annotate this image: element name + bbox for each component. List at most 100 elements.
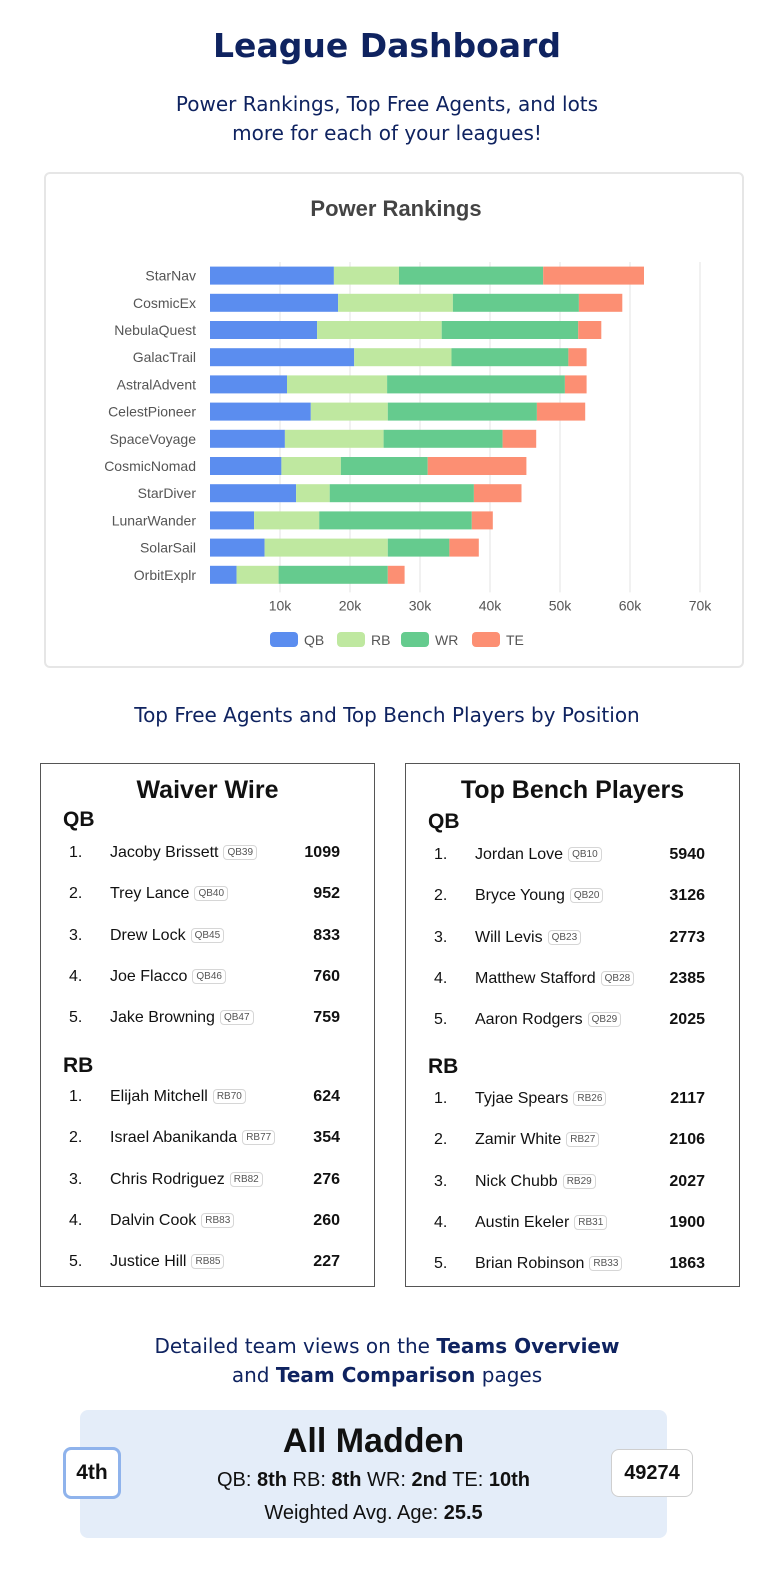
bench-qb-player-row[interactable]: 3. Will Levis QB23 2773	[406, 925, 739, 951]
player-name[interactable]: Jordan Love	[475, 846, 564, 863]
bench-rb-player-row[interactable]: 5. Brian Robinson RB33 1863	[406, 1251, 739, 1277]
player-name[interactable]: Brian Robinson	[475, 1255, 585, 1273]
bar-qb-stardiver[interactable]	[210, 484, 297, 503]
team-summary-card[interactable]: All Madden QB: 8th RB: 8th WR: 2nd TE: 1…	[80, 1410, 667, 1538]
player-name[interactable]: Bryce Young	[475, 887, 565, 905]
legend-swatch-rb[interactable]	[337, 632, 365, 647]
waiver-rb-player-row[interactable]: 1. Elijah Mitchell RB70 624	[41, 1084, 374, 1110]
bar-wr-celestpioneer[interactable]	[387, 402, 537, 421]
bar-rb-starnav[interactable]	[333, 266, 399, 285]
player-name[interactable]: Justice Hill	[110, 1253, 187, 1271]
bar-qb-orbitexplr[interactable]	[210, 565, 237, 584]
bar-rb-lunarwander[interactable]	[254, 511, 320, 530]
player-name[interactable]: Tyjae Spears	[475, 1090, 569, 1107]
player-name[interactable]: Jake Browning	[110, 1009, 215, 1027]
bench-rb-player-row[interactable]: 1. Tyjae Spears RB26 2117	[406, 1086, 739, 1112]
bar-te-nebulaquest[interactable]	[578, 321, 602, 339]
player-name[interactable]: Trey Lance	[110, 885, 190, 903]
legend-swatch-te[interactable]	[472, 632, 500, 647]
bar-wr-solarsail[interactable]	[387, 538, 450, 557]
waiver-qb-player-row[interactable]: 1. Jacoby Brissett QB39 1099	[41, 840, 374, 866]
bar-rb-cosmicex[interactable]	[338, 293, 453, 312]
waiver-rb-player-row[interactable]: 2. Israel Abanikanda RB77 354	[41, 1125, 374, 1151]
bench-rb-player-row[interactable]: 4. Austin Ekeler RB31 1900	[406, 1210, 739, 1236]
bench-rb-player-row[interactable]: 2. Zamir White RB27 2106	[406, 1127, 739, 1153]
bar-rb-spacevoyage[interactable]	[284, 429, 384, 448]
bar-wr-cosmicex[interactable]	[452, 293, 579, 312]
waiver-qb-player-row[interactable]: 3. Drew Lock QB45 833	[41, 923, 374, 949]
teams-overview-link[interactable]: Teams Overview	[436, 1334, 620, 1358]
waiver-qb-player-row[interactable]: 5. Jake Browning QB47 759	[41, 1005, 374, 1031]
player-name[interactable]: Elijah Mitchell	[110, 1088, 208, 1105]
bar-rb-celestpioneer[interactable]	[310, 402, 388, 421]
bar-wr-lunarwander[interactable]	[319, 511, 472, 530]
legend-label-qb[interactable]: QB	[304, 632, 324, 648]
player-name[interactable]: Matthew Stafford	[475, 969, 596, 987]
bar-rb-stardiver[interactable]	[296, 484, 330, 503]
bar-wr-galactrail[interactable]	[451, 348, 569, 367]
bar-rb-astraladvent[interactable]	[287, 375, 388, 394]
player-name[interactable]: Chris Rodriguez	[110, 1170, 225, 1188]
waiver-qb-player-row[interactable]: 2. Trey Lance QB40 952	[41, 881, 374, 907]
team-comparison-link[interactable]: Team Comparison	[275, 1363, 476, 1387]
player-name[interactable]: Will Levis	[475, 928, 543, 946]
player-name[interactable]: Jacoby Brissett	[110, 844, 219, 861]
bar-wr-spacevoyage[interactable]	[383, 429, 503, 448]
bench-qb-player-row[interactable]: 1. Jordan Love QB10 5940	[406, 842, 739, 868]
waiver-rb-player-row[interactable]: 3. Chris Rodriguez RB82 276	[41, 1167, 374, 1193]
bar-te-spacevoyage[interactable]	[502, 429, 537, 448]
bar-qb-astraladvent[interactable]	[210, 375, 287, 394]
bar-rb-galactrail[interactable]	[354, 348, 452, 367]
bench-qb-player-row[interactable]: 4. Matthew Stafford QB28 2385	[406, 966, 739, 992]
waiver-qb-player-row[interactable]: 4. Joe Flacco QB46 760	[41, 964, 374, 990]
player-name[interactable]: Nick Chubb	[475, 1172, 558, 1190]
bench-qb-player-row[interactable]: 2. Bryce Young QB20 3126	[406, 883, 739, 909]
bar-te-astraladvent[interactable]	[564, 375, 587, 394]
legend-label-rb[interactable]: RB	[371, 632, 390, 648]
player-name[interactable]: Dalvin Cook	[110, 1211, 197, 1229]
legend-swatch-qb[interactable]	[270, 632, 298, 647]
bar-rb-solarsail[interactable]	[264, 538, 388, 557]
bar-te-stardiver[interactable]	[473, 484, 522, 503]
bar-qb-solarsail[interactable]	[210, 538, 265, 557]
bar-wr-nebulaquest[interactable]	[441, 321, 579, 339]
bench-rb-player-row[interactable]: 3. Nick Chubb RB29 2027	[406, 1169, 739, 1195]
legend-label-wr[interactable]: WR	[435, 632, 458, 648]
bar-wr-starnav[interactable]	[399, 266, 544, 285]
bar-te-cosmicnomad[interactable]	[427, 457, 527, 475]
bar-qb-cosmicnomad[interactable]	[210, 457, 282, 475]
bar-wr-astraladvent[interactable]	[387, 375, 565, 394]
player-name[interactable]: Aaron Rodgers	[475, 1011, 583, 1029]
legend-label-te[interactable]: TE	[506, 632, 524, 648]
bar-te-orbitexplr[interactable]	[387, 565, 405, 584]
bar-qb-cosmicex[interactable]	[210, 293, 339, 312]
player-name[interactable]: Drew Lock	[110, 926, 186, 944]
bar-wr-stardiver[interactable]	[329, 484, 474, 503]
waiver-rb-player-row[interactable]: 5. Justice Hill RB85 227	[41, 1249, 374, 1275]
bar-qb-starnav[interactable]	[210, 266, 334, 285]
team-views-text-1: Detailed team views on the	[154, 1334, 437, 1358]
bench-qb-player-row[interactable]: 5. Aaron Rodgers QB29 2025	[406, 1007, 739, 1033]
player-name[interactable]: Austin Ekeler	[475, 1213, 570, 1231]
bar-wr-cosmicnomad[interactable]	[340, 457, 428, 475]
player-name[interactable]: Joe Flacco	[110, 967, 188, 985]
bar-qb-celestpioneer[interactable]	[210, 402, 311, 421]
bar-qb-spacevoyage[interactable]	[210, 429, 285, 448]
legend-swatch-wr[interactable]	[401, 632, 429, 647]
player-name[interactable]: Zamir White	[475, 1131, 562, 1149]
bar-rb-orbitexplr[interactable]	[236, 565, 279, 584]
player-name[interactable]: Israel Abanikanda	[110, 1129, 238, 1147]
bar-qb-galactrail[interactable]	[210, 348, 355, 367]
bar-rb-nebulaquest[interactable]	[317, 321, 442, 339]
bar-qb-lunarwander[interactable]	[210, 511, 255, 530]
bar-wr-orbitexplr[interactable]	[278, 565, 388, 584]
bar-te-lunarwander[interactable]	[471, 511, 493, 530]
bar-te-solarsail[interactable]	[449, 538, 479, 557]
bar-te-starnav[interactable]	[543, 266, 644, 285]
bar-te-celestpioneer[interactable]	[536, 402, 586, 421]
bar-rb-cosmicnomad[interactable]	[281, 457, 341, 475]
bar-te-cosmicex[interactable]	[578, 293, 623, 312]
bar-te-galactrail[interactable]	[568, 348, 587, 367]
bar-qb-nebulaquest[interactable]	[210, 321, 318, 339]
waiver-rb-player-row[interactable]: 4. Dalvin Cook RB83 260	[41, 1208, 374, 1234]
